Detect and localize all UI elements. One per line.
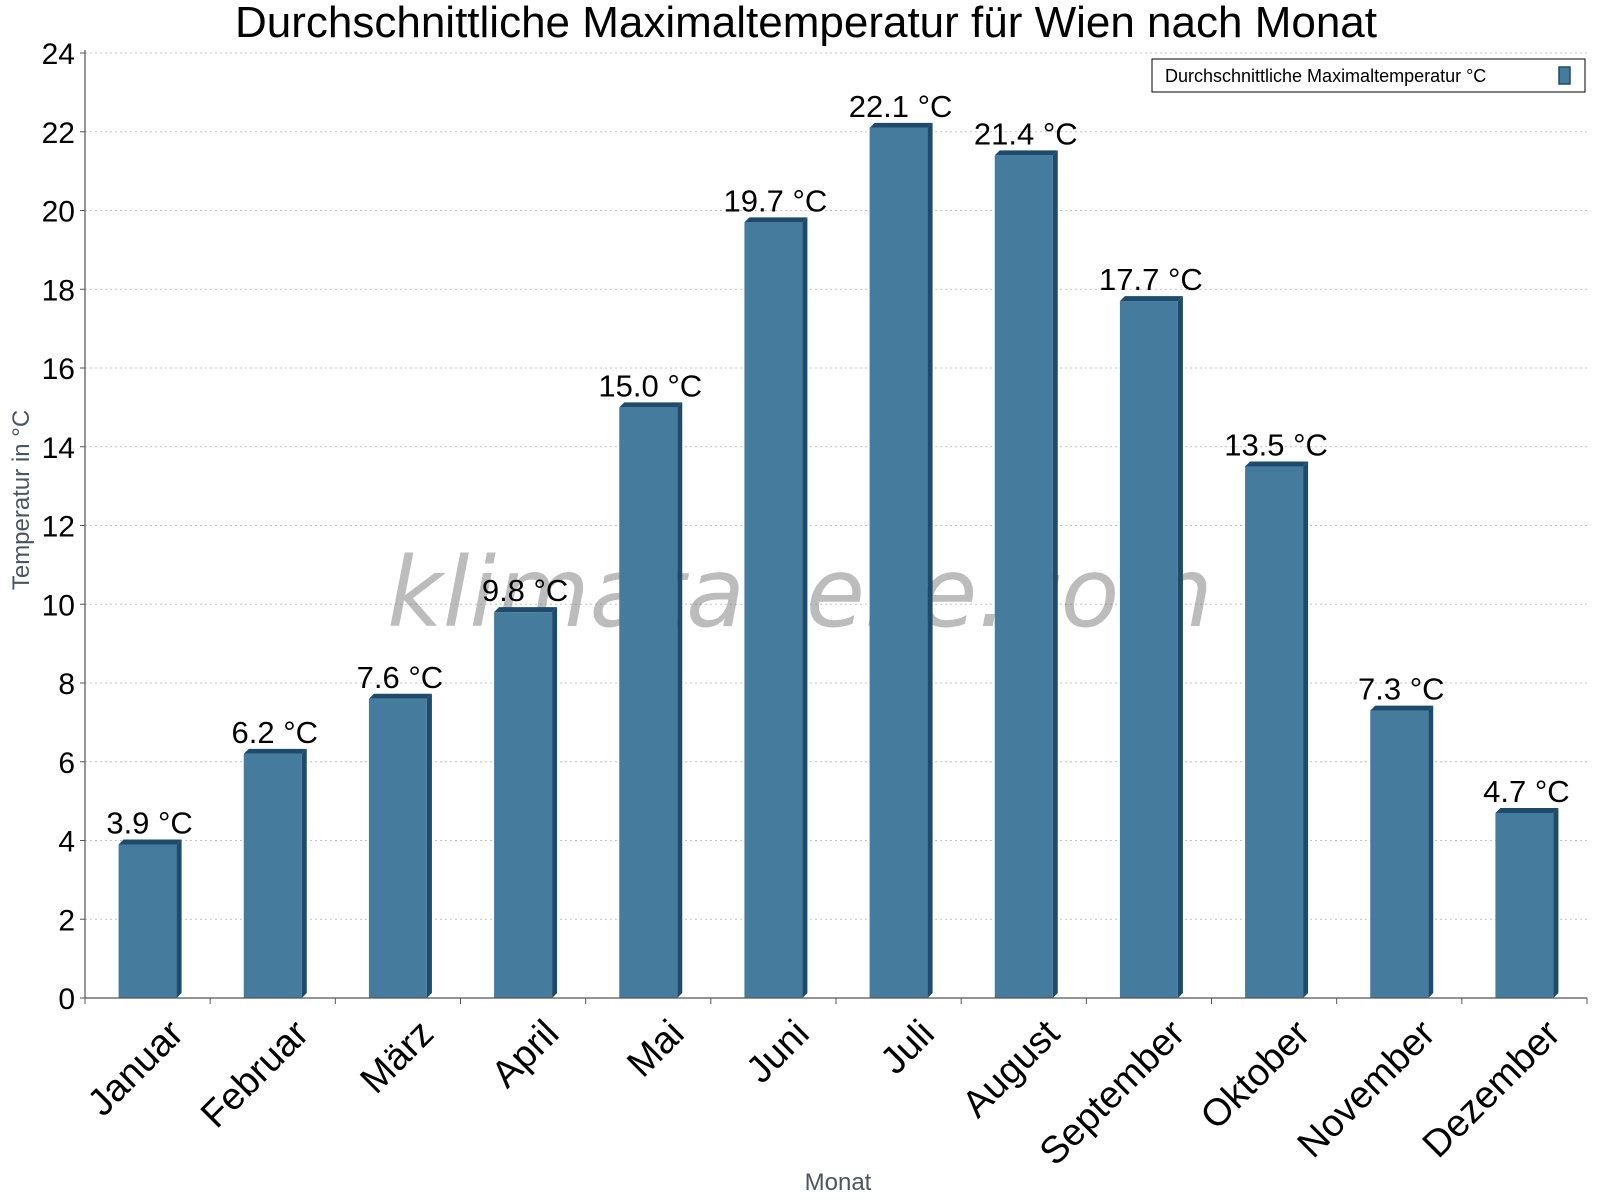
bar-top — [869, 122, 933, 128]
y-tick-label: 6 — [58, 747, 75, 780]
y-tick-label: 18 — [42, 274, 75, 307]
y-tick-label: 4 — [58, 826, 75, 859]
bar — [1495, 812, 1554, 998]
bar-side — [176, 839, 182, 998]
bar-side — [301, 748, 307, 998]
bar-side — [1052, 150, 1058, 998]
x-tick-label: Oktober — [1193, 1012, 1319, 1138]
bar-top — [1495, 807, 1559, 813]
x-tick-label: Februar — [193, 1012, 317, 1136]
x-tick-label: März — [353, 1012, 442, 1101]
grid-lines — [85, 52, 1587, 920]
bar — [1370, 710, 1429, 998]
data-label: 15.0 °C — [598, 368, 702, 403]
y-tick-label: 14 — [42, 432, 75, 465]
data-label: 19.7 °C — [724, 183, 828, 218]
data-label: 13.5 °C — [1224, 427, 1328, 462]
legend-swatch — [1558, 66, 1571, 85]
x-tick-label: Dezember — [1415, 1012, 1569, 1166]
data-label: 21.4 °C — [974, 116, 1078, 151]
axes — [80, 50, 1588, 1004]
bar-top — [1370, 705, 1434, 711]
bar — [869, 127, 928, 998]
bar-top — [243, 748, 307, 754]
y-tick-label: 8 — [58, 668, 75, 701]
bar — [1119, 301, 1178, 998]
y-axis-label: Temperatur in °C — [8, 410, 35, 590]
bar — [118, 844, 177, 998]
y-tick-label: 22 — [42, 117, 75, 150]
x-tick-label: April — [484, 1012, 567, 1095]
bar-side — [1553, 807, 1559, 998]
data-label: 4.7 °C — [1483, 774, 1570, 809]
bar-side — [552, 607, 558, 998]
bar-side — [1303, 461, 1309, 998]
data-label: 22.1 °C — [849, 89, 953, 124]
bar-side — [677, 402, 683, 998]
x-tick-label: Mai — [619, 1012, 692, 1085]
data-label: 7.6 °C — [357, 660, 444, 695]
legend-box — [1151, 58, 1586, 93]
legend: Durchschnittliche Maximaltemperatur °C — [1151, 58, 1586, 93]
bar — [1245, 466, 1304, 998]
data-label: 9.8 °C — [482, 573, 569, 608]
bar-top — [368, 693, 432, 699]
bar-side — [802, 217, 808, 998]
x-tick-labels: Januar Februar März April Mai Juni Juli AugustS… — [80, 1012, 1569, 1173]
bar-top — [994, 150, 1058, 156]
x-tick-label: Januar — [80, 1012, 192, 1124]
bar-top — [494, 607, 558, 613]
bar-side — [426, 693, 432, 998]
bar-side — [927, 122, 933, 998]
y-tick-label: 2 — [58, 904, 75, 937]
bar-top — [118, 839, 182, 845]
data-labels: 3.9 °C 6.2 °C 7.6 °C 9.8 °C 15.0 °C 19.7 °C 22… — [106, 89, 1569, 841]
x-tick-label: August — [955, 1012, 1069, 1126]
bar — [994, 155, 1053, 998]
bar-top — [744, 217, 808, 223]
y-tick-label: 10 — [42, 589, 75, 622]
bar — [744, 222, 803, 998]
x-axis-label: Monat — [805, 1169, 872, 1196]
bar-side — [1177, 296, 1183, 998]
bar-top — [1245, 461, 1309, 467]
bar — [494, 612, 553, 998]
x-tick-label: Juli — [873, 1012, 943, 1082]
x-tick-label: Juni — [739, 1012, 818, 1091]
y-tick-label: 0 — [58, 983, 75, 1016]
y-tick-label: 24 — [42, 38, 75, 71]
bar-top — [619, 402, 683, 408]
y-tick-label: 16 — [42, 353, 75, 386]
y-tick-label: 20 — [42, 196, 75, 229]
y-tick-label: 12 — [42, 511, 75, 544]
legend-label: Durchschnittliche Maximaltemperatur °C — [1165, 66, 1486, 86]
data-label: 7.3 °C — [1358, 672, 1445, 707]
bar — [243, 753, 302, 998]
data-label: 6.2 °C — [232, 715, 319, 750]
data-label: 17.7 °C — [1099, 262, 1203, 297]
data-label: 3.9 °C — [106, 805, 193, 840]
bars — [118, 122, 1559, 998]
bar — [619, 407, 678, 998]
bar — [368, 698, 427, 998]
bar-side — [1428, 705, 1434, 998]
chart-title: Durchschnittliche Maximaltemperatur für … — [235, 0, 1377, 47]
bar-top — [1119, 296, 1183, 302]
